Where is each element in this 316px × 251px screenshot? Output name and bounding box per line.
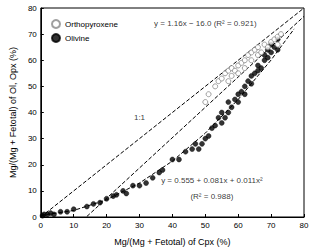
svg-text:20: 20 — [28, 160, 37, 169]
svg-text:1:1: 1:1 — [134, 113, 146, 122]
svg-text:10: 10 — [28, 186, 37, 195]
svg-text:40: 40 — [168, 221, 177, 230]
svg-text:(R² = 0.988): (R² = 0.988) — [190, 192, 233, 201]
svg-text:80: 80 — [300, 221, 309, 230]
svg-text:y = 1.16x − 16.0 (R² = 0.921): y = 1.16x − 16.0 (R² = 0.921) — [154, 19, 257, 28]
svg-text:50: 50 — [28, 82, 37, 91]
svg-text:0: 0 — [32, 213, 37, 222]
svg-text:Orthopyroxene: Orthopyroxene — [65, 20, 118, 29]
svg-text:y = 0.555 + 0.081x + 0.011x²: y = 0.555 + 0.081x + 0.011x² — [161, 176, 263, 185]
svg-text:20: 20 — [102, 221, 111, 230]
svg-text:10: 10 — [69, 221, 78, 230]
svg-text:70: 70 — [28, 30, 37, 39]
svg-text:Olivine: Olivine — [65, 34, 90, 43]
svg-text:Mg/(Mg + Fetotal) of Ol, Opx (: Mg/(Mg + Fetotal) of Ol, Opx (%) — [8, 47, 18, 178]
svg-text:0: 0 — [39, 221, 44, 230]
svg-text:Mg/(Mg + Fetotal) of Cpx (%): Mg/(Mg + Fetotal) of Cpx (%) — [114, 237, 230, 247]
svg-text:80: 80 — [28, 4, 37, 13]
svg-text:60: 60 — [28, 56, 37, 65]
svg-text:40: 40 — [28, 108, 37, 117]
svg-text:60: 60 — [234, 221, 243, 230]
svg-text:70: 70 — [267, 221, 276, 230]
svg-text:50: 50 — [201, 221, 210, 230]
svg-text:30: 30 — [28, 134, 37, 143]
svg-text:30: 30 — [135, 221, 144, 230]
